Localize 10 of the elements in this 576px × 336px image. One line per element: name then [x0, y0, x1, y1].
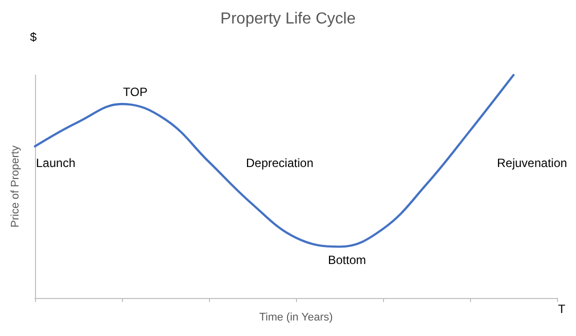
annotation: Depreciation: [246, 156, 314, 170]
text: $: [30, 30, 37, 44]
text: T: [558, 302, 566, 316]
annotation: TOP: [123, 85, 148, 99]
annotation: Bottom: [328, 253, 366, 267]
y-axis-title: Price of Property: [10, 145, 22, 228]
chart-title: Property Life Cycle: [220, 10, 356, 28]
annotation: Launch: [36, 156, 76, 170]
x-axis-title: Time (in Years): [259, 312, 333, 324]
annotation: Rejuvenation: [496, 156, 568, 170]
